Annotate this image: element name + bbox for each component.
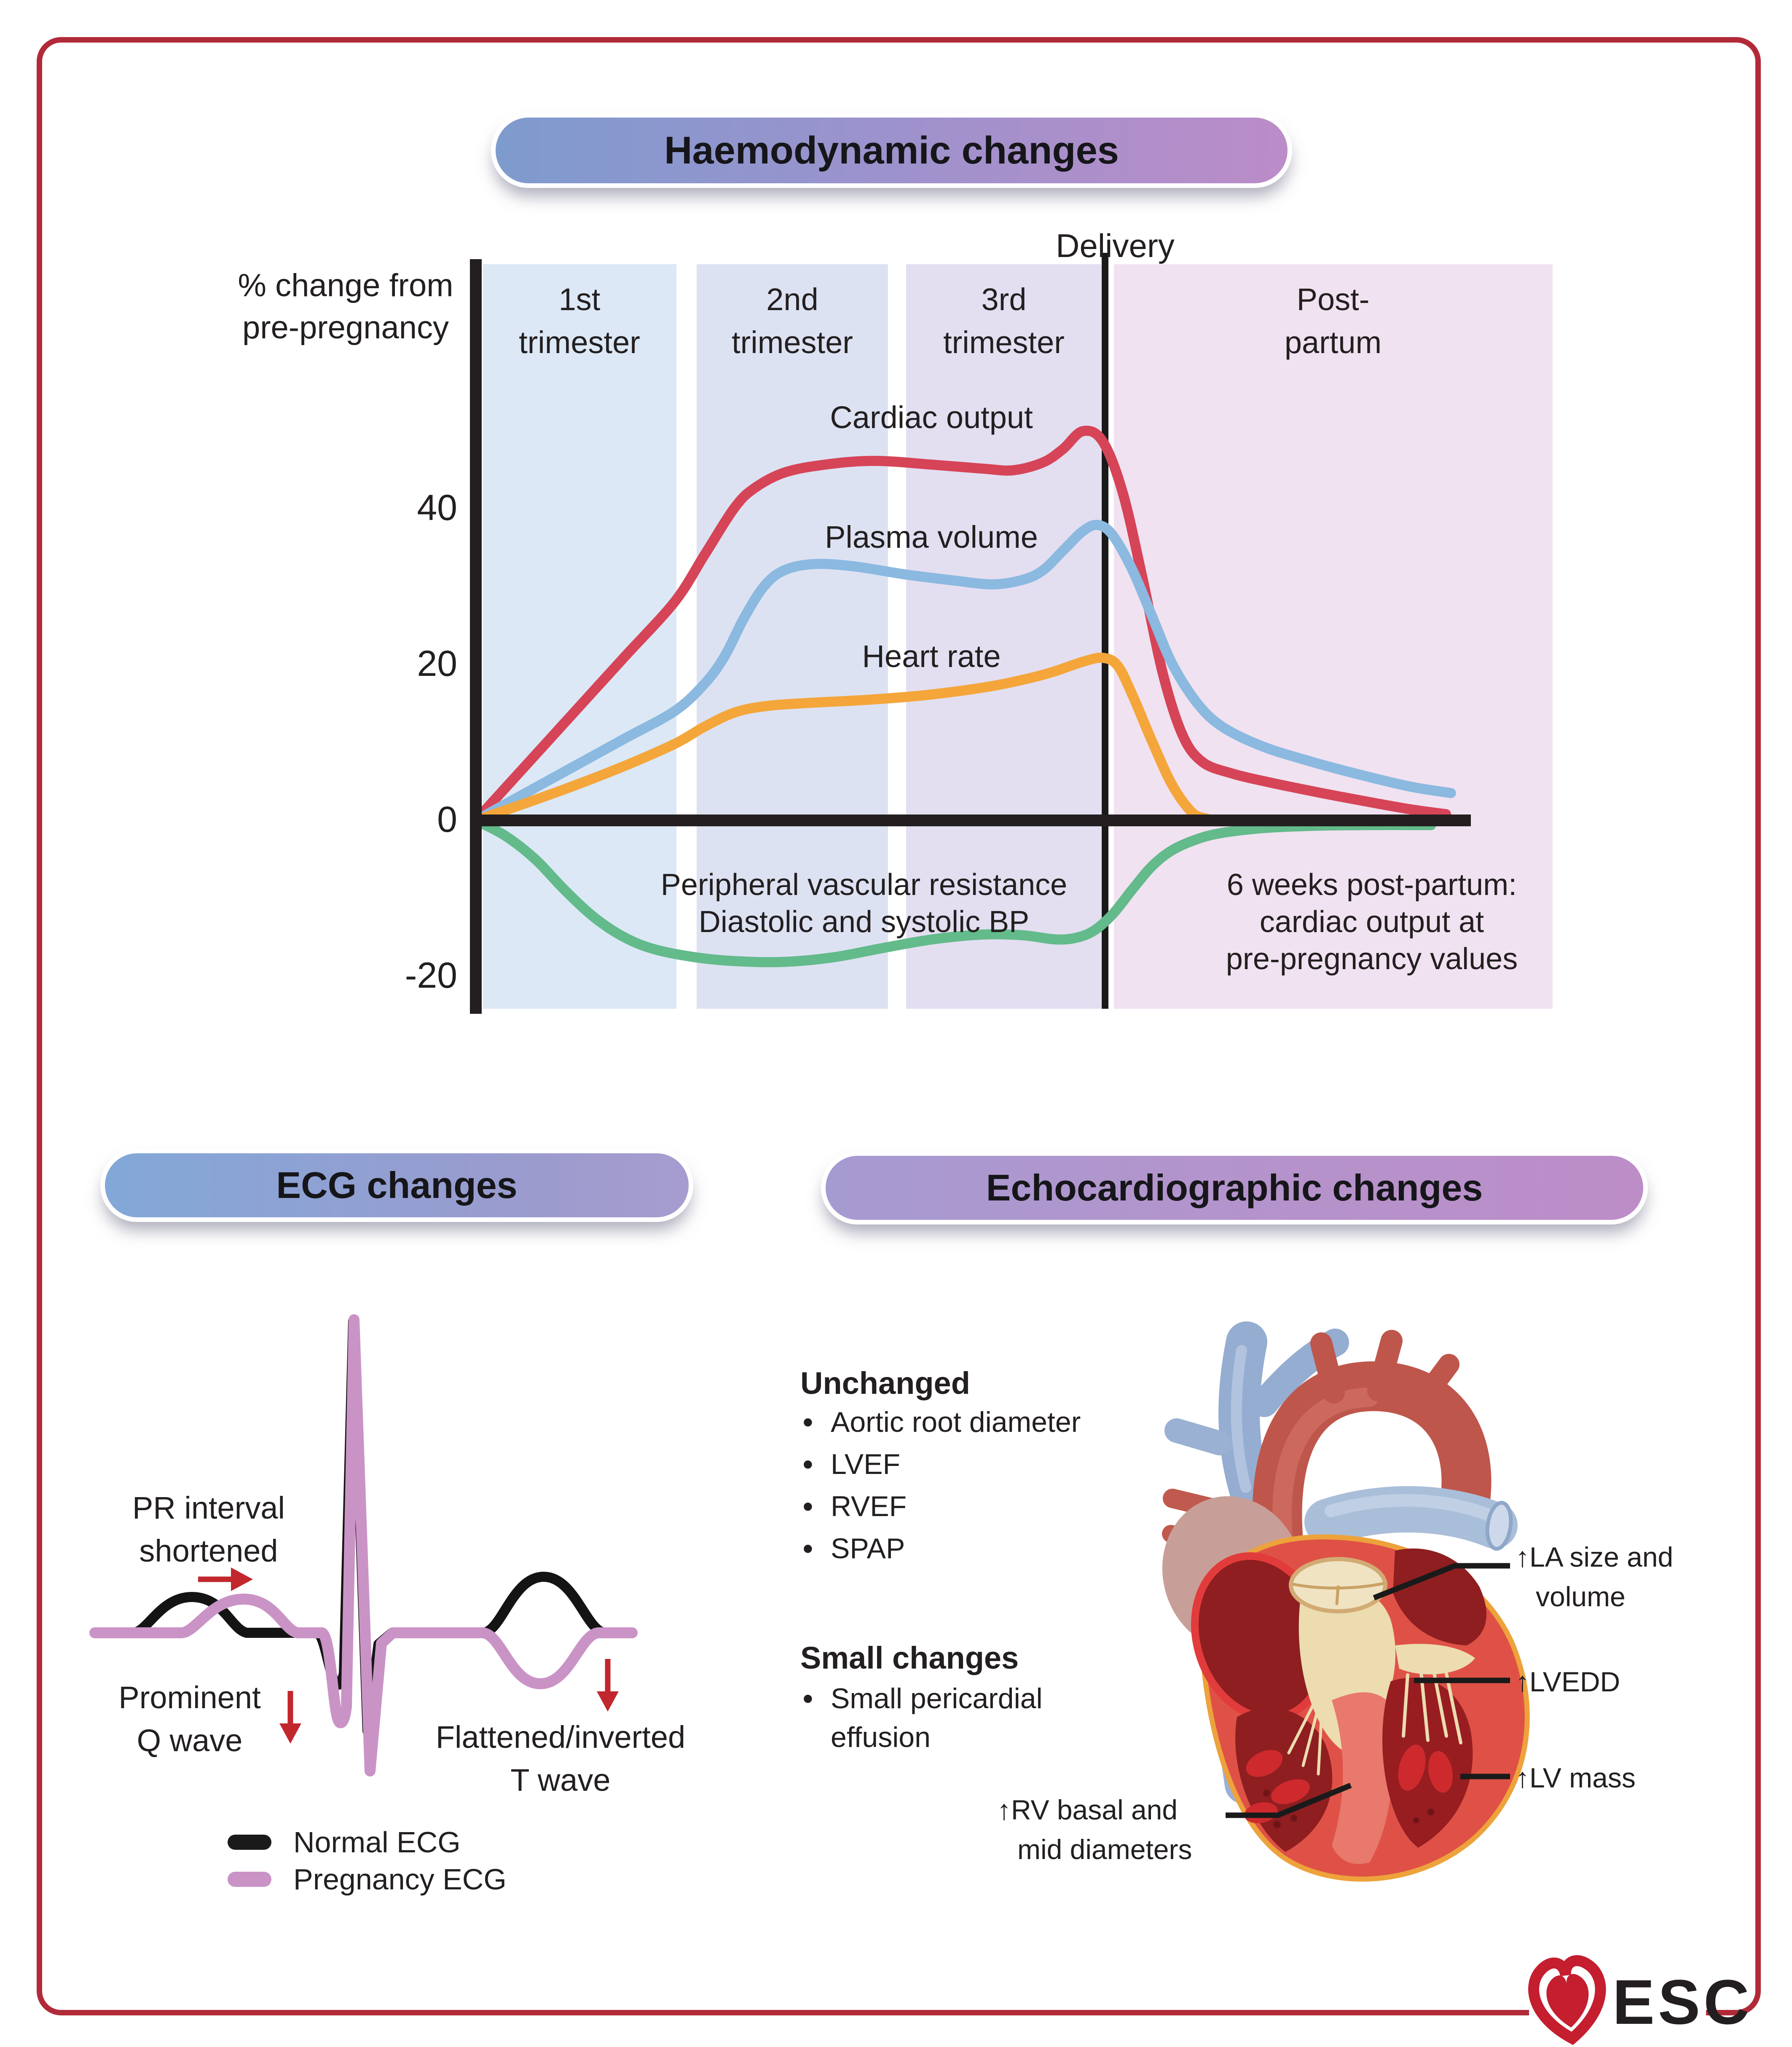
esc-logo-text: ESC [1612, 1967, 1753, 2037]
postpartum-note: 6 weeks post-partum: cardiac output at p… [1226, 868, 1518, 976]
ecg-waveform [89, 1314, 638, 1776]
y-axis-label: % change from pre-pregnancy [238, 268, 453, 346]
curve-label-heart-rate: Heart rate [862, 639, 1001, 674]
legend-normal-ecg: Normal ECG [228, 1825, 461, 1859]
svc-highlight [1231, 1345, 1251, 1493]
legend-pregnancy-ecg: Pregnancy ECG [228, 1862, 507, 1896]
pregnancy-ecg-label: Pregnancy ECG [293, 1863, 507, 1896]
ecg-pregnancy-trace [89, 1314, 638, 1776]
esc-heart-fill [1546, 1974, 1589, 2028]
rv-leader-line [1226, 1782, 1352, 1818]
pulmonary-artery-opening [1485, 1500, 1513, 1551]
rv-texture-dots [1263, 1790, 1434, 1828]
ytick-neg20: -20 [405, 955, 457, 996]
echo-leader-lines [1226, 1563, 1510, 1818]
lvedd-annotation: ↑LVEDD [1516, 1666, 1620, 1697]
t-arrow-head [597, 1691, 619, 1712]
curve-heart-rate [471, 652, 1213, 825]
pulmonary-artery-highlight [1325, 1494, 1497, 1522]
phase-label-postpartum: Post-partum [1284, 282, 1382, 360]
ecg-title: ECG changes [276, 1164, 518, 1206]
lv-chordae [1402, 1669, 1462, 1744]
azygos-stub [1164, 1418, 1232, 1455]
rv-annotation: ↑RV basal and mid diameters [997, 1794, 1192, 1865]
haemodynamic-title: Haemodynamic changes [664, 129, 1119, 172]
la-annotation: ↑LA size and volume [1516, 1541, 1674, 1612]
mitral-valve [1395, 1644, 1475, 1675]
list-item: SPAP [800, 1527, 1081, 1570]
list-item: LVEF [800, 1443, 1081, 1485]
phase-label-3rd: 3rd trimester [943, 282, 1065, 360]
pregnancy-ecg-swatch [228, 1872, 271, 1887]
curve-cardiac-output [471, 426, 1451, 825]
heart-illustration [1162, 1321, 1530, 1882]
curve-label-cardiac-output: Cardiac output [830, 400, 1033, 435]
band-3rd-trimester [906, 264, 1101, 1009]
band-2nd-trimester [697, 264, 888, 1009]
ytick-40: 40 [417, 488, 457, 528]
unchanged-heading: Unchanged [800, 1366, 970, 1401]
haemodynamic-title-pill: Haemodynamic changes [491, 113, 1292, 188]
pr-annotation: PR interval shortened [132, 1490, 285, 1568]
aorta-branch-1 [1310, 1332, 1345, 1404]
list-item: Aortic root diameter [800, 1401, 1081, 1443]
t-annotation: Flattened/inverted T wave [435, 1720, 686, 1798]
curve-peripheral-vascular-resistance-diastolic-and-systolic-bp [471, 815, 1436, 967]
lv-papillary-2 [1428, 1751, 1453, 1793]
list-item: Small pericardial effusion [800, 1679, 1067, 1757]
list-item: RVEF [800, 1485, 1081, 1527]
curve-label-plasma-volume: Plasma volume [825, 520, 1038, 555]
esc-heart-outline [1528, 1955, 1606, 2045]
aorta-branch-2 [1367, 1330, 1403, 1401]
esc-logo-group [1528, 1955, 1706, 2045]
figure-border [37, 37, 1761, 2015]
echo-title-pill: Echocardiographic changes [821, 1151, 1648, 1224]
normal-ecg-swatch [228, 1835, 271, 1850]
phase-label-1st: 1st trimester [519, 282, 640, 360]
small-changes-heading: Small changes [800, 1640, 1019, 1675]
q-arrow-head [279, 1723, 301, 1744]
lv-papillary-1 [1398, 1744, 1426, 1791]
aorta-branch-3 [1409, 1354, 1459, 1415]
ecg-title-pill: ECG changes [100, 1149, 693, 1222]
chart-axes [470, 259, 1471, 1014]
left-atrium-cavity [1393, 1548, 1486, 1645]
interventricular-septum [1332, 1692, 1393, 1864]
ytick-20: 20 [417, 643, 457, 684]
unchanged-list: Aortic root diameter LVEF RVEF SPAP [800, 1401, 1081, 1570]
pulmonary-artery [1304, 1486, 1518, 1549]
q-annotation: Prominent Q wave [118, 1680, 261, 1758]
ecg-red-arrows [198, 1567, 619, 1744]
rv-trabecula-1 [1246, 1750, 1283, 1777]
ytick-0: 0 [437, 799, 457, 840]
pr-arrow-head [231, 1567, 253, 1591]
lv-mass-annotation: ↑LV mass [1516, 1762, 1636, 1793]
rv-trabecula-2 [1271, 1779, 1310, 1804]
pvr-note: Peripheral vascular resistance Diastolic… [660, 868, 1068, 939]
normal-ecg-label: Normal ECG [293, 1826, 461, 1859]
band-post-partum [1114, 264, 1553, 1009]
aortic-valve [1289, 1557, 1387, 1613]
esc-heart-icon [1528, 1955, 1606, 2045]
chart-curves [471, 426, 1456, 967]
aorta-highlight [1272, 1388, 1379, 1552]
la-leader-line [1373, 1563, 1510, 1601]
rv-chordae [1287, 1701, 1323, 1776]
aortic-valve-leaflets [1292, 1582, 1385, 1605]
delivery-label: Delivery [1056, 227, 1175, 264]
trimester-bands [483, 264, 1553, 1009]
phase-label-2nd: 2nd trimester [732, 282, 853, 360]
small-changes-list: Small pericardial effusion [800, 1679, 1067, 1757]
echo-title: Echocardiographic changes [986, 1167, 1483, 1208]
curve-plasma-volume [471, 520, 1456, 825]
